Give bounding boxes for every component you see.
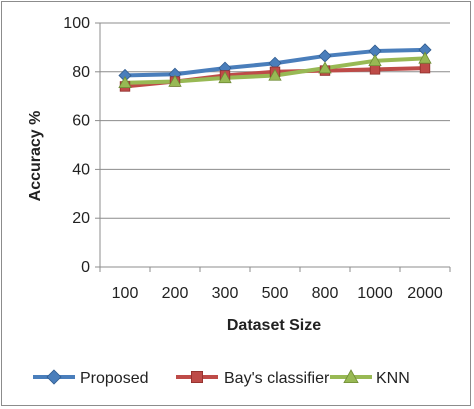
x-tick-label: 500 bbox=[262, 285, 289, 302]
legend-marker bbox=[343, 369, 359, 384]
legend-marker bbox=[190, 370, 203, 383]
x-tick-label: 100 bbox=[112, 285, 139, 302]
x-tick-label: 800 bbox=[312, 285, 339, 302]
y-tick-label: 60 bbox=[72, 113, 90, 130]
data-point bbox=[268, 68, 282, 81]
series-markers bbox=[118, 43, 432, 92]
data-point bbox=[368, 53, 382, 67]
x-tick-labels: 100 200 300 500 800 1000 2000 bbox=[112, 285, 443, 302]
y-tick-label: 0 bbox=[81, 259, 90, 276]
y-tick-label: 100 bbox=[63, 15, 90, 32]
x-tick-label: 1000 bbox=[357, 285, 393, 302]
data-point bbox=[118, 75, 132, 88]
legend: Proposed Bay's classifier KNN bbox=[33, 369, 410, 387]
x-axis-label: Dataset Size bbox=[227, 317, 321, 334]
data-point bbox=[168, 74, 182, 87]
data-point bbox=[318, 61, 332, 74]
data-point bbox=[418, 51, 432, 64]
legend-label: Bay's classifier bbox=[224, 370, 330, 387]
y-axis-label: Accuracy % bbox=[27, 111, 44, 202]
legend-label: KNN bbox=[376, 370, 410, 387]
x-tick-label: 300 bbox=[212, 285, 239, 302]
data-point bbox=[218, 71, 232, 84]
x-tick-label: 200 bbox=[162, 285, 189, 302]
x-tick-label: 2000 bbox=[407, 285, 443, 302]
y-tick-label: 20 bbox=[72, 210, 90, 227]
legend-marker bbox=[46, 369, 62, 385]
data-point bbox=[318, 49, 332, 63]
y-tick-label: 80 bbox=[72, 64, 90, 81]
y-tick-labels: 0 20 40 60 80 100 bbox=[63, 15, 90, 276]
axes bbox=[99, 23, 451, 272]
legend-label: Proposed bbox=[80, 370, 149, 387]
y-tick-label: 40 bbox=[72, 161, 90, 178]
data-point bbox=[419, 62, 431, 74]
